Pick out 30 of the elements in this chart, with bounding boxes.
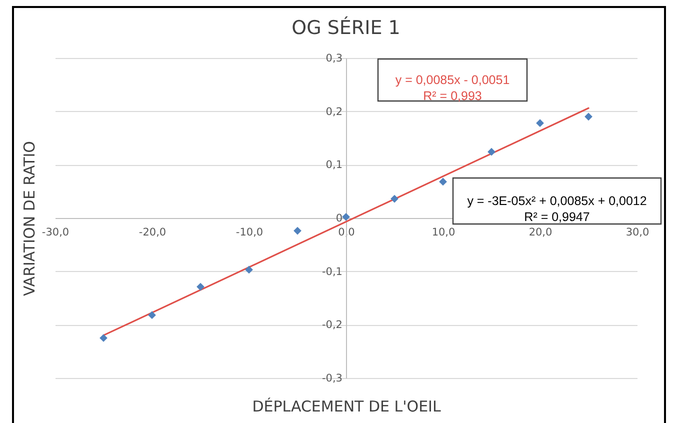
x-tick-label: -10,0 bbox=[236, 226, 264, 238]
annotation: y = -3E-05x² + 0,0085x + 0,0012 R² = 0,9947 bbox=[467, 194, 647, 224]
point bbox=[584, 112, 592, 121]
annotation: y = 0,0085x - 0,0051 R² = 0,993 bbox=[395, 73, 510, 103]
point bbox=[100, 334, 108, 342]
point bbox=[536, 119, 544, 128]
y-tick-label: 0,3 bbox=[326, 52, 342, 64]
x-tick-label: 20,0 bbox=[528, 226, 552, 238]
chart-title: OG SÉRIE 1 bbox=[292, 16, 400, 39]
point bbox=[342, 212, 350, 221]
x-tick-label: -20,0 bbox=[138, 226, 166, 238]
point bbox=[294, 226, 302, 235]
x-tick-label: 0,0 bbox=[338, 226, 355, 238]
y-tick-label: -0,3 bbox=[322, 372, 342, 384]
y-tick-label: 0 bbox=[336, 212, 342, 224]
point bbox=[390, 194, 398, 203]
x-tick-label: 10,0 bbox=[432, 226, 456, 238]
x-axis-title: DÉPLACEMENT DE L'OEIL bbox=[252, 398, 442, 416]
point bbox=[439, 178, 447, 186]
point bbox=[196, 282, 204, 291]
x-tick-label: -30,0 bbox=[42, 226, 70, 238]
y-tick-label: -0,2 bbox=[322, 319, 342, 332]
y-axis-title: VARIATION DE RATIO bbox=[20, 141, 38, 296]
x-tick-label: 30,0 bbox=[626, 226, 650, 238]
point bbox=[148, 311, 156, 320]
point bbox=[488, 148, 496, 156]
y-tick-label: 0,2 bbox=[326, 106, 342, 118]
y-tick-label: 0,1 bbox=[326, 159, 342, 172]
y-tick-label: -0,1 bbox=[322, 266, 342, 278]
point bbox=[245, 266, 253, 274]
